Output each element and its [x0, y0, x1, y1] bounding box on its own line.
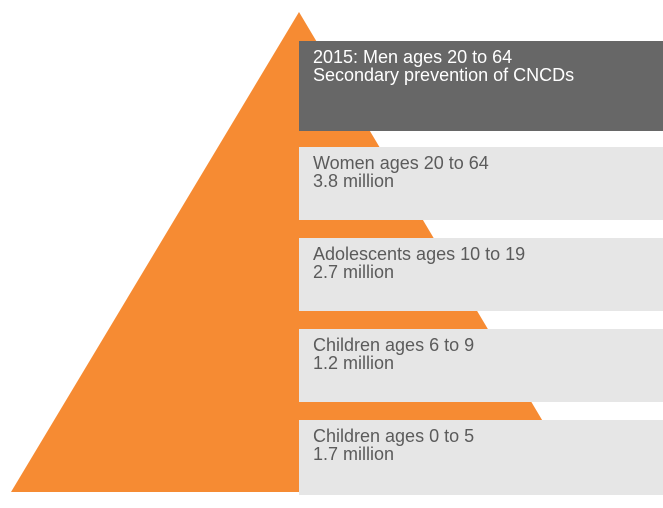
tier-label: Women ages 20 to 64 [313, 153, 489, 173]
tier-label: 2015: Men ages 20 to 64 [313, 47, 513, 67]
tier-value: 2.7 million [313, 262, 395, 282]
tier-box-children-6-9: Children ages 6 to 9 1.2 million [299, 329, 663, 402]
tier-label: Children ages 6 to 9 [313, 335, 475, 355]
tier-box-top: 2015: Men ages 20 to 64 Secondary preven… [299, 41, 663, 131]
tier-box-women: Women ages 20 to 64 3.8 million [299, 147, 663, 220]
tier-box-adolescents: Adolescents ages 10 to 19 2.7 million [299, 238, 663, 311]
tier-value: 3.8 million [313, 171, 395, 191]
tier-label: Adolescents ages 10 to 19 [313, 244, 526, 264]
tier-label: Children ages 0 to 5 [313, 426, 475, 446]
tier-value: 1.2 million [313, 353, 395, 373]
tier-value: 1.7 million [313, 444, 395, 464]
tier-box-children-0-5: Children ages 0 to 5 1.7 million [299, 420, 663, 495]
tier-value: Secondary prevention of CNCDs [313, 65, 575, 85]
